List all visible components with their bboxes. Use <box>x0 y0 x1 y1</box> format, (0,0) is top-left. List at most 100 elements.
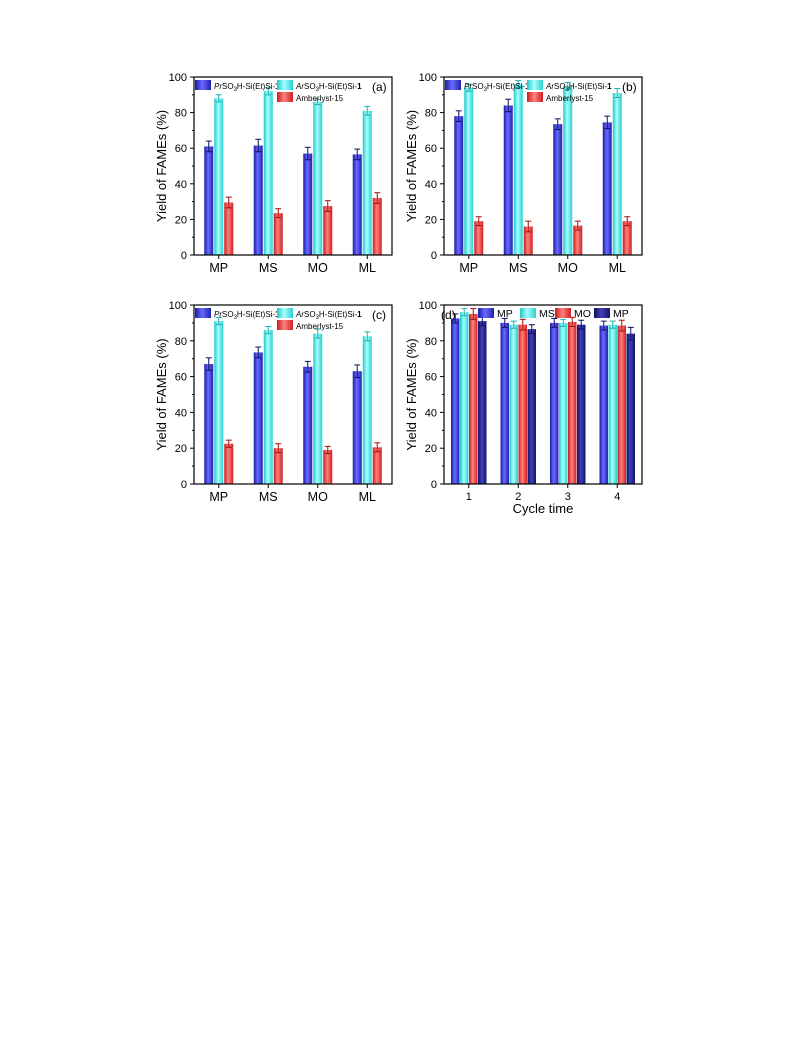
x-tick-label: MO <box>558 261 578 275</box>
legend-label: Amberlyst-15 <box>296 322 344 331</box>
bar <box>527 329 536 484</box>
legend-label: ArSO3H-Si(Et)Si-1 <box>295 82 362 93</box>
y-tick-label: 60 <box>425 143 437 155</box>
legend-swatch <box>277 308 293 318</box>
x-tick-label: MS <box>259 490 278 504</box>
y-tick-label: 100 <box>169 72 187 84</box>
chart-panel: 0 20 40 60 80 100 MP MS MO ML Yield of FAMEs (%) (b… <box>404 72 643 275</box>
y-axis-label: Yield of FAMEs (%) <box>154 338 169 450</box>
panel-label: (b) <box>622 80 637 94</box>
x-tick-label: 1 <box>466 491 472 503</box>
bar <box>503 105 513 255</box>
bar <box>599 325 608 484</box>
bar <box>323 206 333 255</box>
y-axis-label: Yield of FAMEs (%) <box>404 110 419 222</box>
y-tick-label: 60 <box>175 143 187 155</box>
x-tick-label: MS <box>509 261 528 275</box>
bar <box>352 154 362 255</box>
bar <box>204 146 214 255</box>
legend-label: PrSO3H-Si(Et)Si-1 <box>214 310 280 321</box>
y-tick-label: 80 <box>175 336 187 348</box>
x-tick-label: MP <box>209 261 228 275</box>
y-tick-label: 40 <box>425 407 437 419</box>
y-tick-label: 60 <box>175 372 187 384</box>
bar <box>509 324 518 484</box>
legend-swatch <box>277 80 293 90</box>
y-tick-label: 100 <box>169 300 187 312</box>
y-axis-label: Yield of FAMEs (%) <box>404 338 419 450</box>
bar <box>224 202 234 255</box>
legend-swatch <box>277 320 293 330</box>
bar <box>563 85 573 256</box>
bar <box>224 443 234 484</box>
y-tick-label: 40 <box>425 179 437 191</box>
legend-label: MS <box>539 308 555 320</box>
bar <box>602 122 612 255</box>
legend-swatch <box>195 308 211 318</box>
bar <box>263 330 273 484</box>
bar <box>626 333 635 484</box>
x-tick-label: MS <box>259 261 278 275</box>
legend: PrSO3H-Si(Et)Si-1ArSO3H-Si(Et)Si-1Amberl… <box>195 80 362 103</box>
legend-label: MP <box>613 308 629 320</box>
bar <box>518 324 527 484</box>
legend-swatch <box>594 308 610 318</box>
bar <box>550 322 559 484</box>
bar <box>352 371 362 484</box>
bar <box>323 449 333 484</box>
bar <box>303 153 313 255</box>
bar <box>608 324 617 484</box>
bar <box>478 321 487 484</box>
y-tick-label: 0 <box>431 479 437 491</box>
bar <box>559 322 568 484</box>
panel-label: (d) <box>441 308 456 322</box>
y-tick-label: 100 <box>419 300 437 312</box>
bar <box>372 198 382 255</box>
panel-label: (c) <box>372 308 386 322</box>
bar <box>273 448 283 484</box>
x-tick-label: 2 <box>515 491 521 503</box>
bar <box>612 93 622 256</box>
y-tick-label: 100 <box>419 72 437 84</box>
y-tick-label: 0 <box>431 250 437 262</box>
bar <box>253 352 263 484</box>
legend-label: Amberlyst-15 <box>296 94 344 103</box>
chart-panel: 0 20 40 60 80 100 MP MS MO ML Yield of FAMEs (%) (a… <box>154 72 393 275</box>
y-tick-label: 20 <box>425 443 437 455</box>
y-tick-label: 80 <box>175 108 187 120</box>
bar <box>553 124 563 255</box>
x-tick-label: ML <box>359 261 376 275</box>
legend-swatch <box>277 92 293 102</box>
bar <box>573 225 583 255</box>
legend: PrSO3H-Si(Et)Si-1ArSO3H-Si(Et)Si-1Amberl… <box>445 80 612 103</box>
plot-frame <box>193 76 393 256</box>
y-tick-label: 80 <box>425 336 437 348</box>
x-tick-label: MO <box>308 490 328 504</box>
x-tick-label: 3 <box>565 491 571 503</box>
y-tick-label: 20 <box>175 443 187 455</box>
y-tick-label: 40 <box>175 407 187 419</box>
y-tick-label: 0 <box>181 250 187 262</box>
legend-swatch <box>555 308 571 318</box>
bar <box>577 324 586 484</box>
bar <box>313 101 323 255</box>
y-tick-label: 20 <box>425 214 437 226</box>
bar <box>460 312 469 484</box>
legend-label: MO <box>574 308 591 320</box>
bar <box>469 313 478 484</box>
bar <box>362 336 372 484</box>
legend-swatch <box>527 92 543 102</box>
legend-swatch <box>520 308 536 318</box>
legend-swatch <box>445 80 461 90</box>
legend-label: ArSO3H-Si(Et)Si-1 <box>295 310 362 321</box>
bar <box>204 364 214 484</box>
legend: MP MS MO MP <box>478 308 629 320</box>
x-tick-label: ML <box>359 490 376 504</box>
bar <box>372 447 382 484</box>
chart-panel: 0 20 40 60 80 100 MP MS MO ML Yield of FAMEs (%) (c… <box>154 300 393 504</box>
bar <box>454 116 464 255</box>
legend-label: Amberlyst-15 <box>546 94 594 103</box>
y-tick-label: 40 <box>175 179 187 191</box>
bar <box>568 322 577 484</box>
